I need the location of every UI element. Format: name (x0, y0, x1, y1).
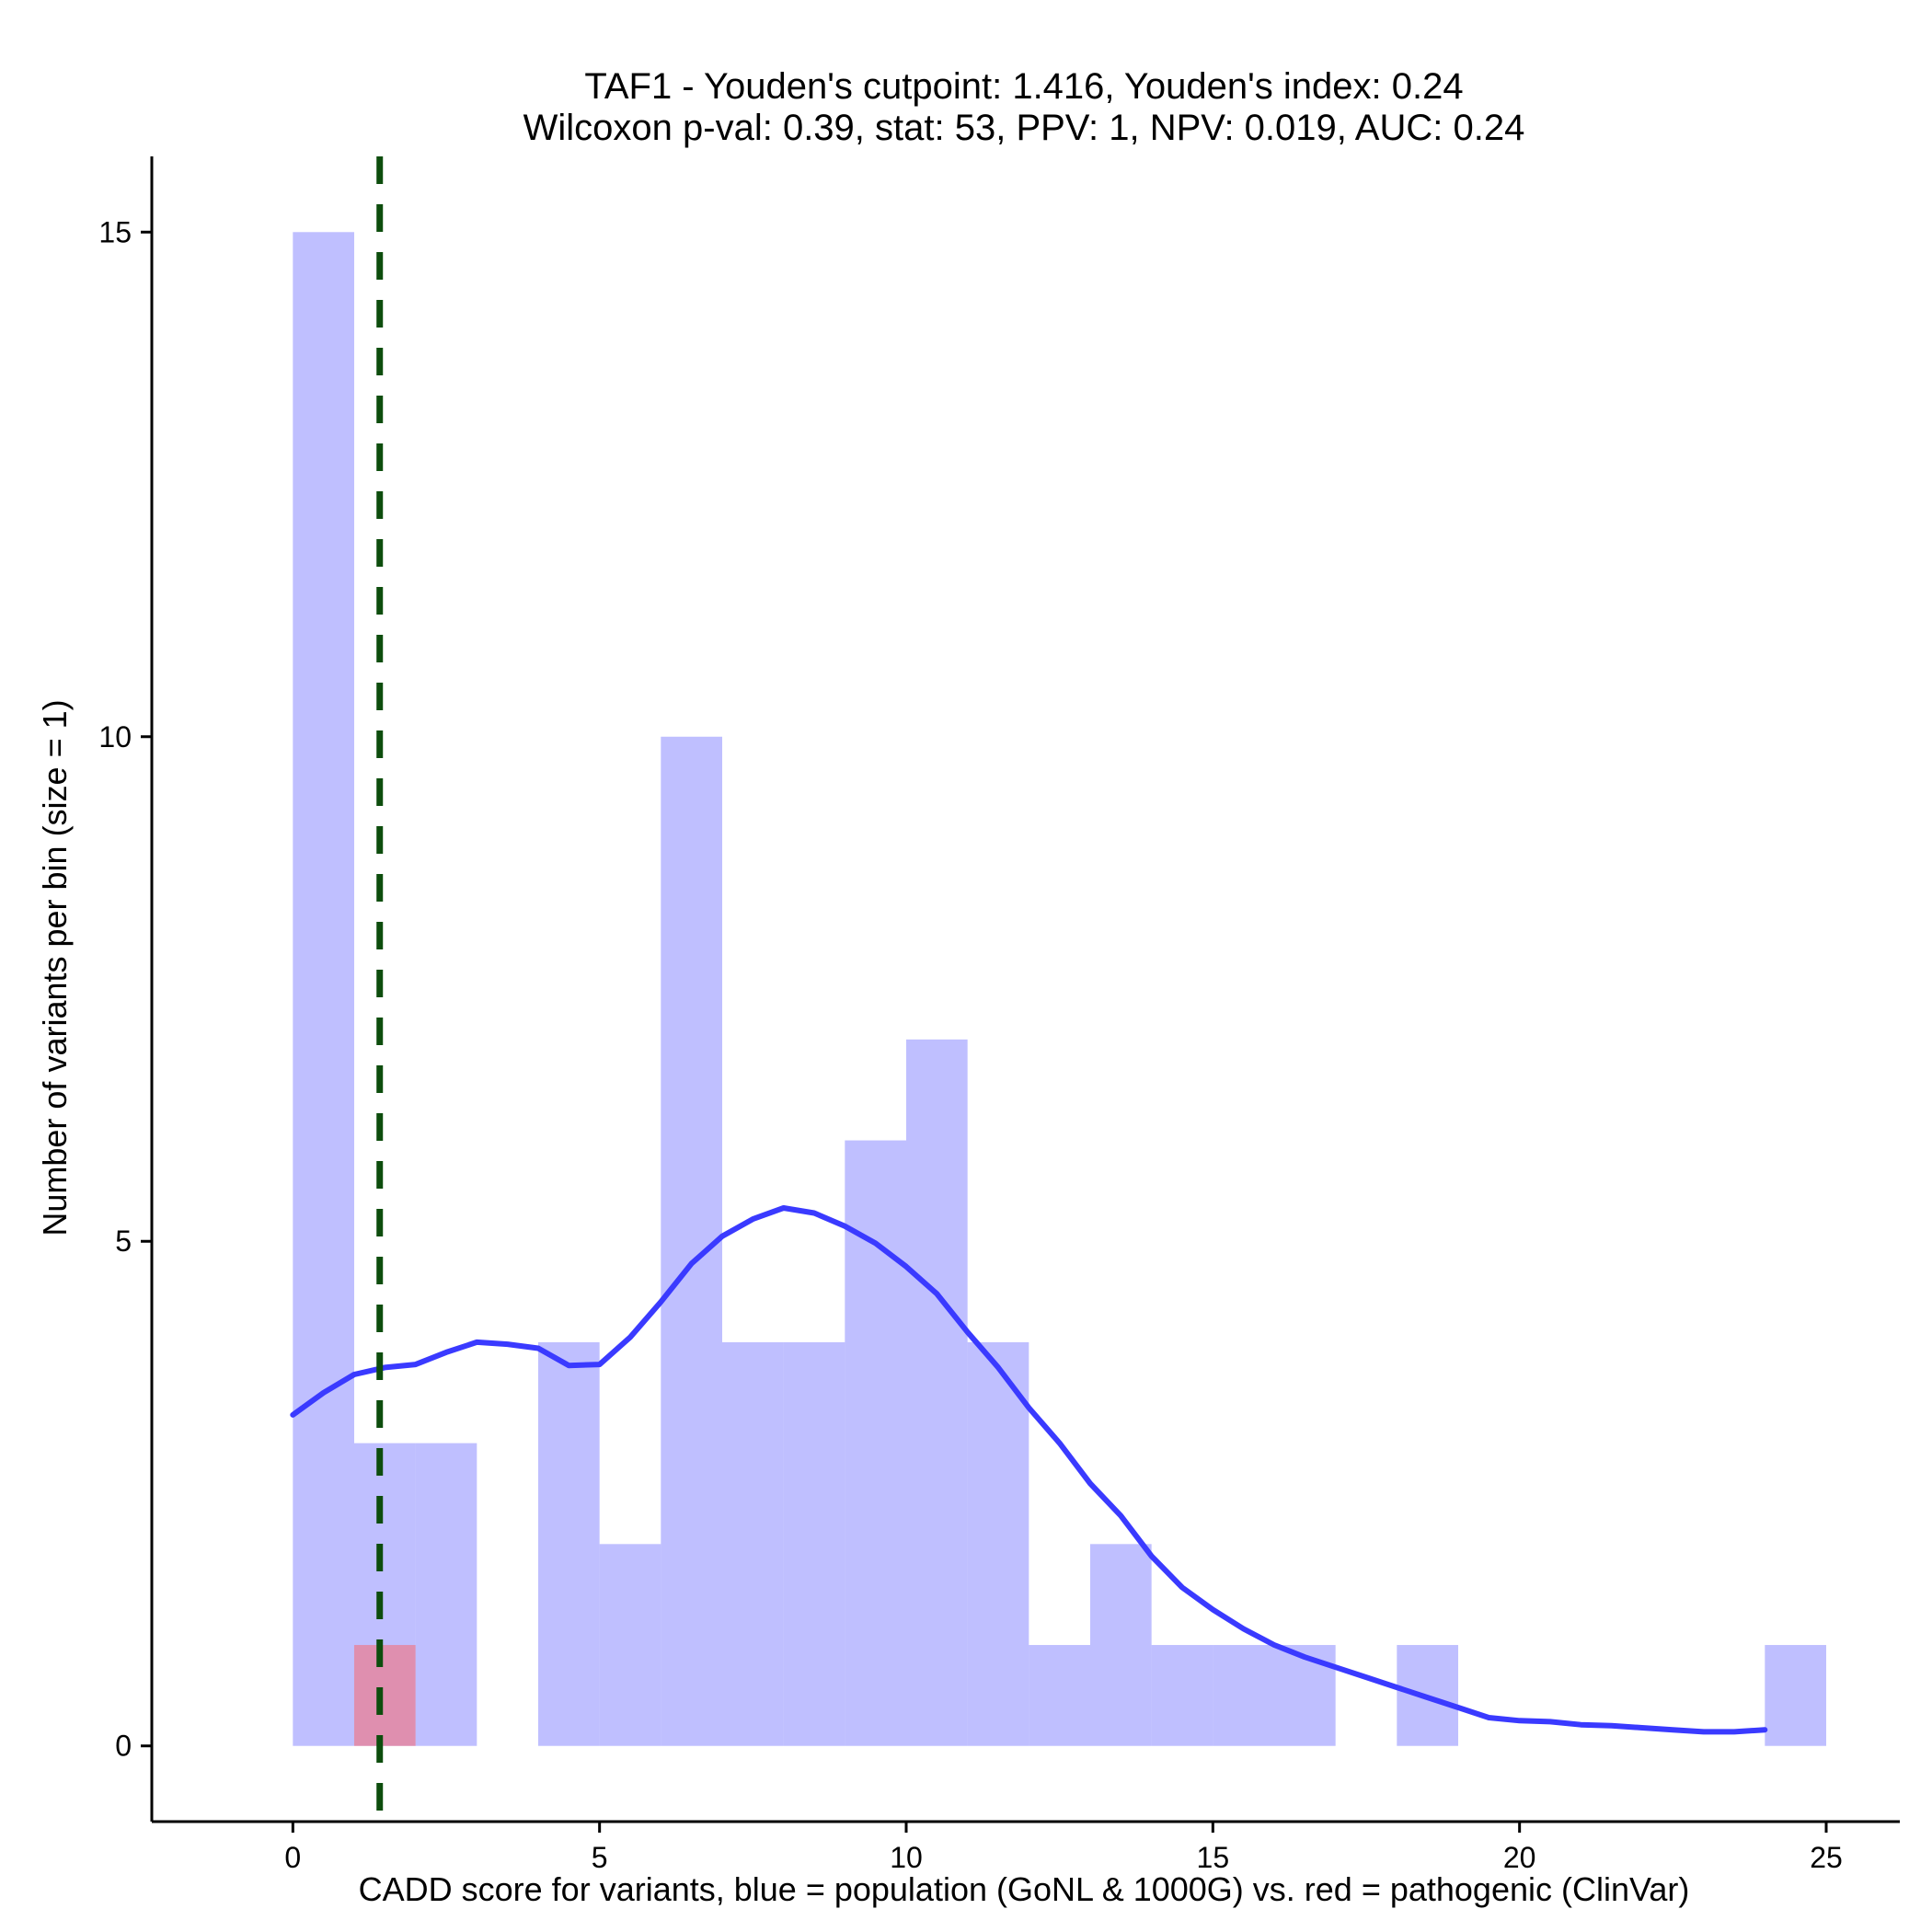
x-tick-label: 0 (284, 1841, 301, 1874)
histogram-bar-series-0 (661, 736, 722, 1746)
x-axis-label: CADD score for variants, blue = populati… (359, 1870, 1690, 1908)
y-tick-label: 10 (98, 720, 132, 753)
histogram-bar-series-0 (1151, 1645, 1213, 1746)
chart-title-line-2: Wilcoxon p-val: 0.39, stat: 53, PPV: 1, … (523, 108, 1525, 148)
histogram-bar-series-0 (722, 1341, 784, 1746)
y-tick-label: 15 (98, 215, 132, 248)
histogram-bar-series-0 (1765, 1645, 1826, 1746)
x-tick-label: 5 (592, 1841, 608, 1874)
histogram-bar-series-0 (599, 1544, 661, 1746)
histogram-bar-series-0 (1213, 1645, 1274, 1746)
histogram-bar-series-0 (1274, 1645, 1336, 1746)
histogram-bar-series-0 (1029, 1645, 1090, 1746)
y-tick-label: 5 (115, 1225, 132, 1258)
histogram-bar-series-0 (415, 1443, 477, 1746)
density-curve (290, 1205, 1768, 1735)
x-tick-label: 10 (890, 1841, 923, 1874)
plot-area (290, 156, 1826, 1822)
axes: 0 5 10 15 20 25 0 5 10 15 (98, 156, 1900, 1874)
histogram-bar-series-0 (1090, 1544, 1152, 1746)
histogram-bar-series-0 (293, 232, 354, 1746)
y-axis-label: Number of variants per bin (size = 1) (36, 699, 74, 1236)
histogram-bar-series-0 (906, 1039, 968, 1746)
histogram-bar-series-0 (783, 1341, 845, 1746)
x-tick-label: 15 (1197, 1841, 1230, 1874)
chart-title-line-1: TAF1 - Youden's cutpoint: 1.416, Youden'… (584, 66, 1463, 107)
y-tick-label: 0 (115, 1730, 132, 1763)
x-tick-label: 20 (1503, 1841, 1536, 1874)
histogram-bar-series-1 (354, 1645, 416, 1746)
histogram-bar-series-0 (967, 1341, 1029, 1746)
x-tick-label: 25 (1810, 1841, 1843, 1874)
histogram-bar-series-0 (538, 1341, 600, 1746)
